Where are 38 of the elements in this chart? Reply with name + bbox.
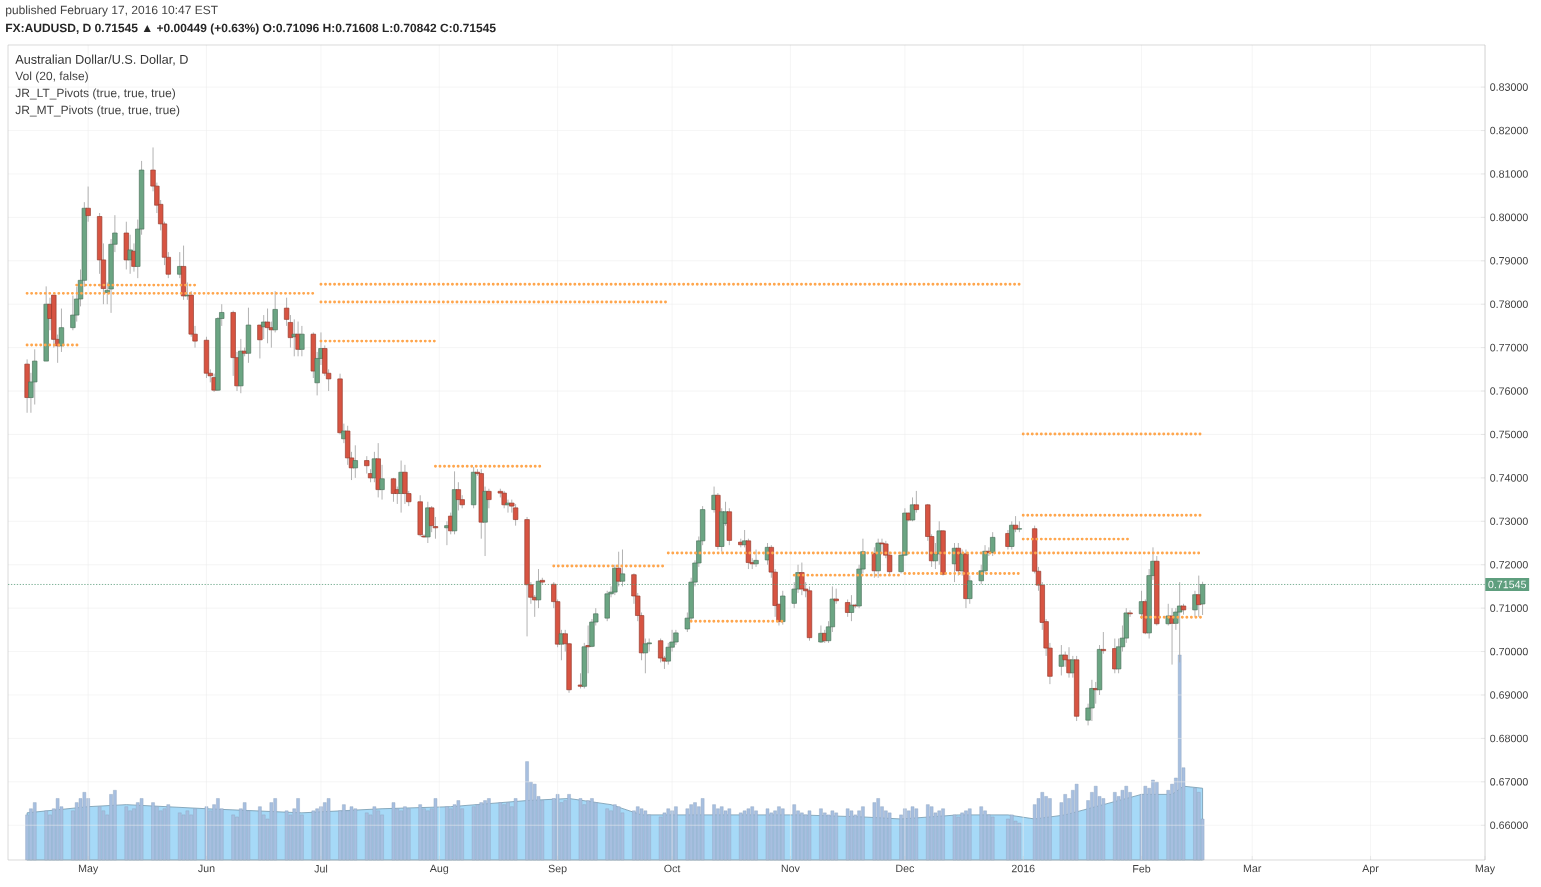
x-tick-label: Mar	[1243, 864, 1262, 873]
y-tick-label: 0.69000	[1490, 691, 1528, 699]
y-tick-label: 0.67000	[1490, 778, 1528, 786]
y-tick-label: 0.75000	[1490, 430, 1528, 439]
x-tick-label: 2016	[1011, 864, 1035, 873]
ref-line-label: 0.71545	[1488, 580, 1527, 589]
x-tick-label: Oct	[664, 864, 681, 873]
y-tick-label: 0.72000	[1490, 560, 1528, 569]
x-tick-label: Feb	[1133, 864, 1151, 873]
y-tick-label: 0.81000	[1490, 170, 1528, 178]
x-tick-label: Nov	[781, 864, 800, 873]
annotation: JR_MT_Pivots (true, true, true)	[15, 105, 180, 117]
x-tick-label: Sep	[548, 864, 567, 875]
x-tick-label: Jul	[314, 864, 328, 873]
x-tick-label: May	[78, 864, 99, 875]
y-tick-label: 0.71000	[1490, 604, 1528, 612]
x-tick-label: Dec	[896, 864, 915, 873]
y-tick-label: 0.83000	[1490, 83, 1528, 91]
y-tick-label: 0.66000	[1490, 821, 1528, 830]
y-tick-label: 0.70000	[1490, 647, 1528, 656]
y-tick-label: 0.78000	[1490, 300, 1528, 308]
y-tick-label: 0.74000	[1490, 474, 1528, 482]
text: published February 17, 2016 10:47 EST	[6, 5, 218, 17]
text: Australian Dollar/U.S. Dollar, D	[15, 54, 188, 66]
y-tick-label: 0.79000	[1490, 257, 1528, 265]
y-tick-label: 0.82000	[1490, 126, 1528, 135]
y-tick-label: 0.76000	[1490, 387, 1528, 395]
annotation: Vol (20, false)	[15, 71, 88, 83]
y-tick-label: 0.68000	[1490, 734, 1528, 743]
x-tick-label: Apr	[1362, 864, 1379, 875]
annotation: JR_LT_Pivots (true, true, true)	[15, 88, 176, 100]
x-tick-label: May	[1475, 864, 1496, 875]
y-tick-label: 0.73000	[1490, 517, 1528, 526]
y-tick-label: 0.80000	[1490, 213, 1528, 222]
chart-subtitle: FX:AUDUSD, D 0.71545 ▲ +0.00449 (+0.63%) O:0.71096 H:0.71608 L:0.70842 C:0.71545	[6, 23, 496, 35]
x-tick-label: Aug	[429, 864, 449, 875]
x-tick-label: Jun	[198, 864, 215, 873]
y-tick-label: 0.77000	[1490, 343, 1528, 352]
